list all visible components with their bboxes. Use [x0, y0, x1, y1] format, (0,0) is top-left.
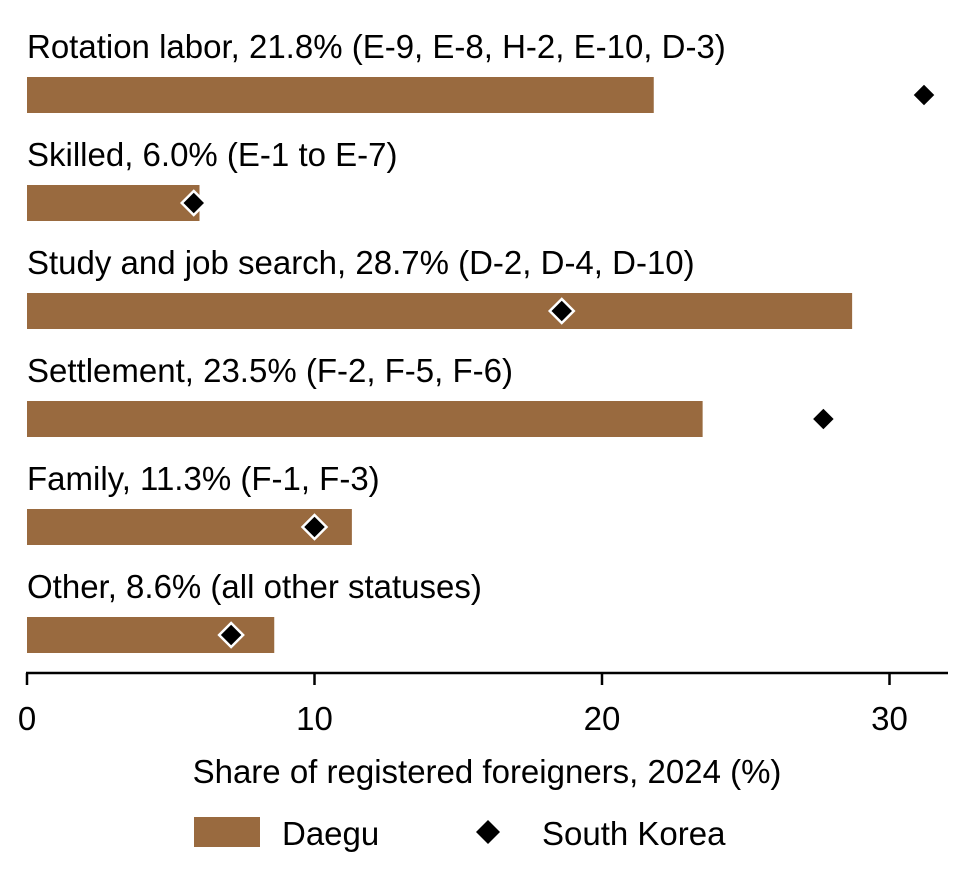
- marker-south-korea: [179, 189, 208, 217]
- x-tick-label: 20: [584, 700, 621, 737]
- marker-south-korea: [300, 513, 329, 541]
- x-axis-title: Share of registered foreigners, 2024 (%): [193, 753, 782, 790]
- legend: Daegu South Korea: [194, 815, 726, 852]
- category-label: Rotation labor, 21.8% (E-9, E-8, H-2, E-…: [27, 28, 726, 65]
- bar-daegu: [27, 77, 654, 113]
- bar-daegu: [27, 293, 853, 329]
- x-tick-label: 10: [296, 700, 333, 737]
- legend-marker-south-korea: [476, 820, 500, 844]
- markers-layer: [179, 81, 938, 649]
- legend-swatch-daegu: [194, 817, 260, 847]
- marker-south-korea: [217, 621, 245, 649]
- category-labels: Rotation labor, 21.8% (E-9, E-8, H-2, E-…: [27, 28, 726, 605]
- bar-daegu: [27, 401, 703, 437]
- x-axis: 0 10 20 30: [18, 671, 948, 737]
- category-label: Other, 8.6% (all other statuses): [27, 568, 482, 605]
- marker-south-korea: [547, 297, 576, 325]
- category-label: Family, 11.3% (F-1, F-3): [27, 460, 380, 497]
- legend-label-south-korea: South Korea: [542, 815, 726, 852]
- legend-label-daegu: Daegu: [282, 815, 379, 852]
- x-tick-label: 30: [871, 700, 908, 737]
- category-label: Skilled, 6.0% (E-1 to E-7): [27, 136, 397, 173]
- bar-daegu: [27, 509, 352, 545]
- category-label: Settlement, 23.5% (F-2, F-5, F-6): [27, 352, 513, 389]
- bar-daegu: [27, 185, 200, 221]
- marker-south-korea: [809, 405, 838, 433]
- category-label: Study and job search, 28.7% (D-2, D-4, D…: [27, 244, 695, 281]
- x-tick-label: 0: [18, 700, 36, 737]
- marker-south-korea: [910, 81, 938, 109]
